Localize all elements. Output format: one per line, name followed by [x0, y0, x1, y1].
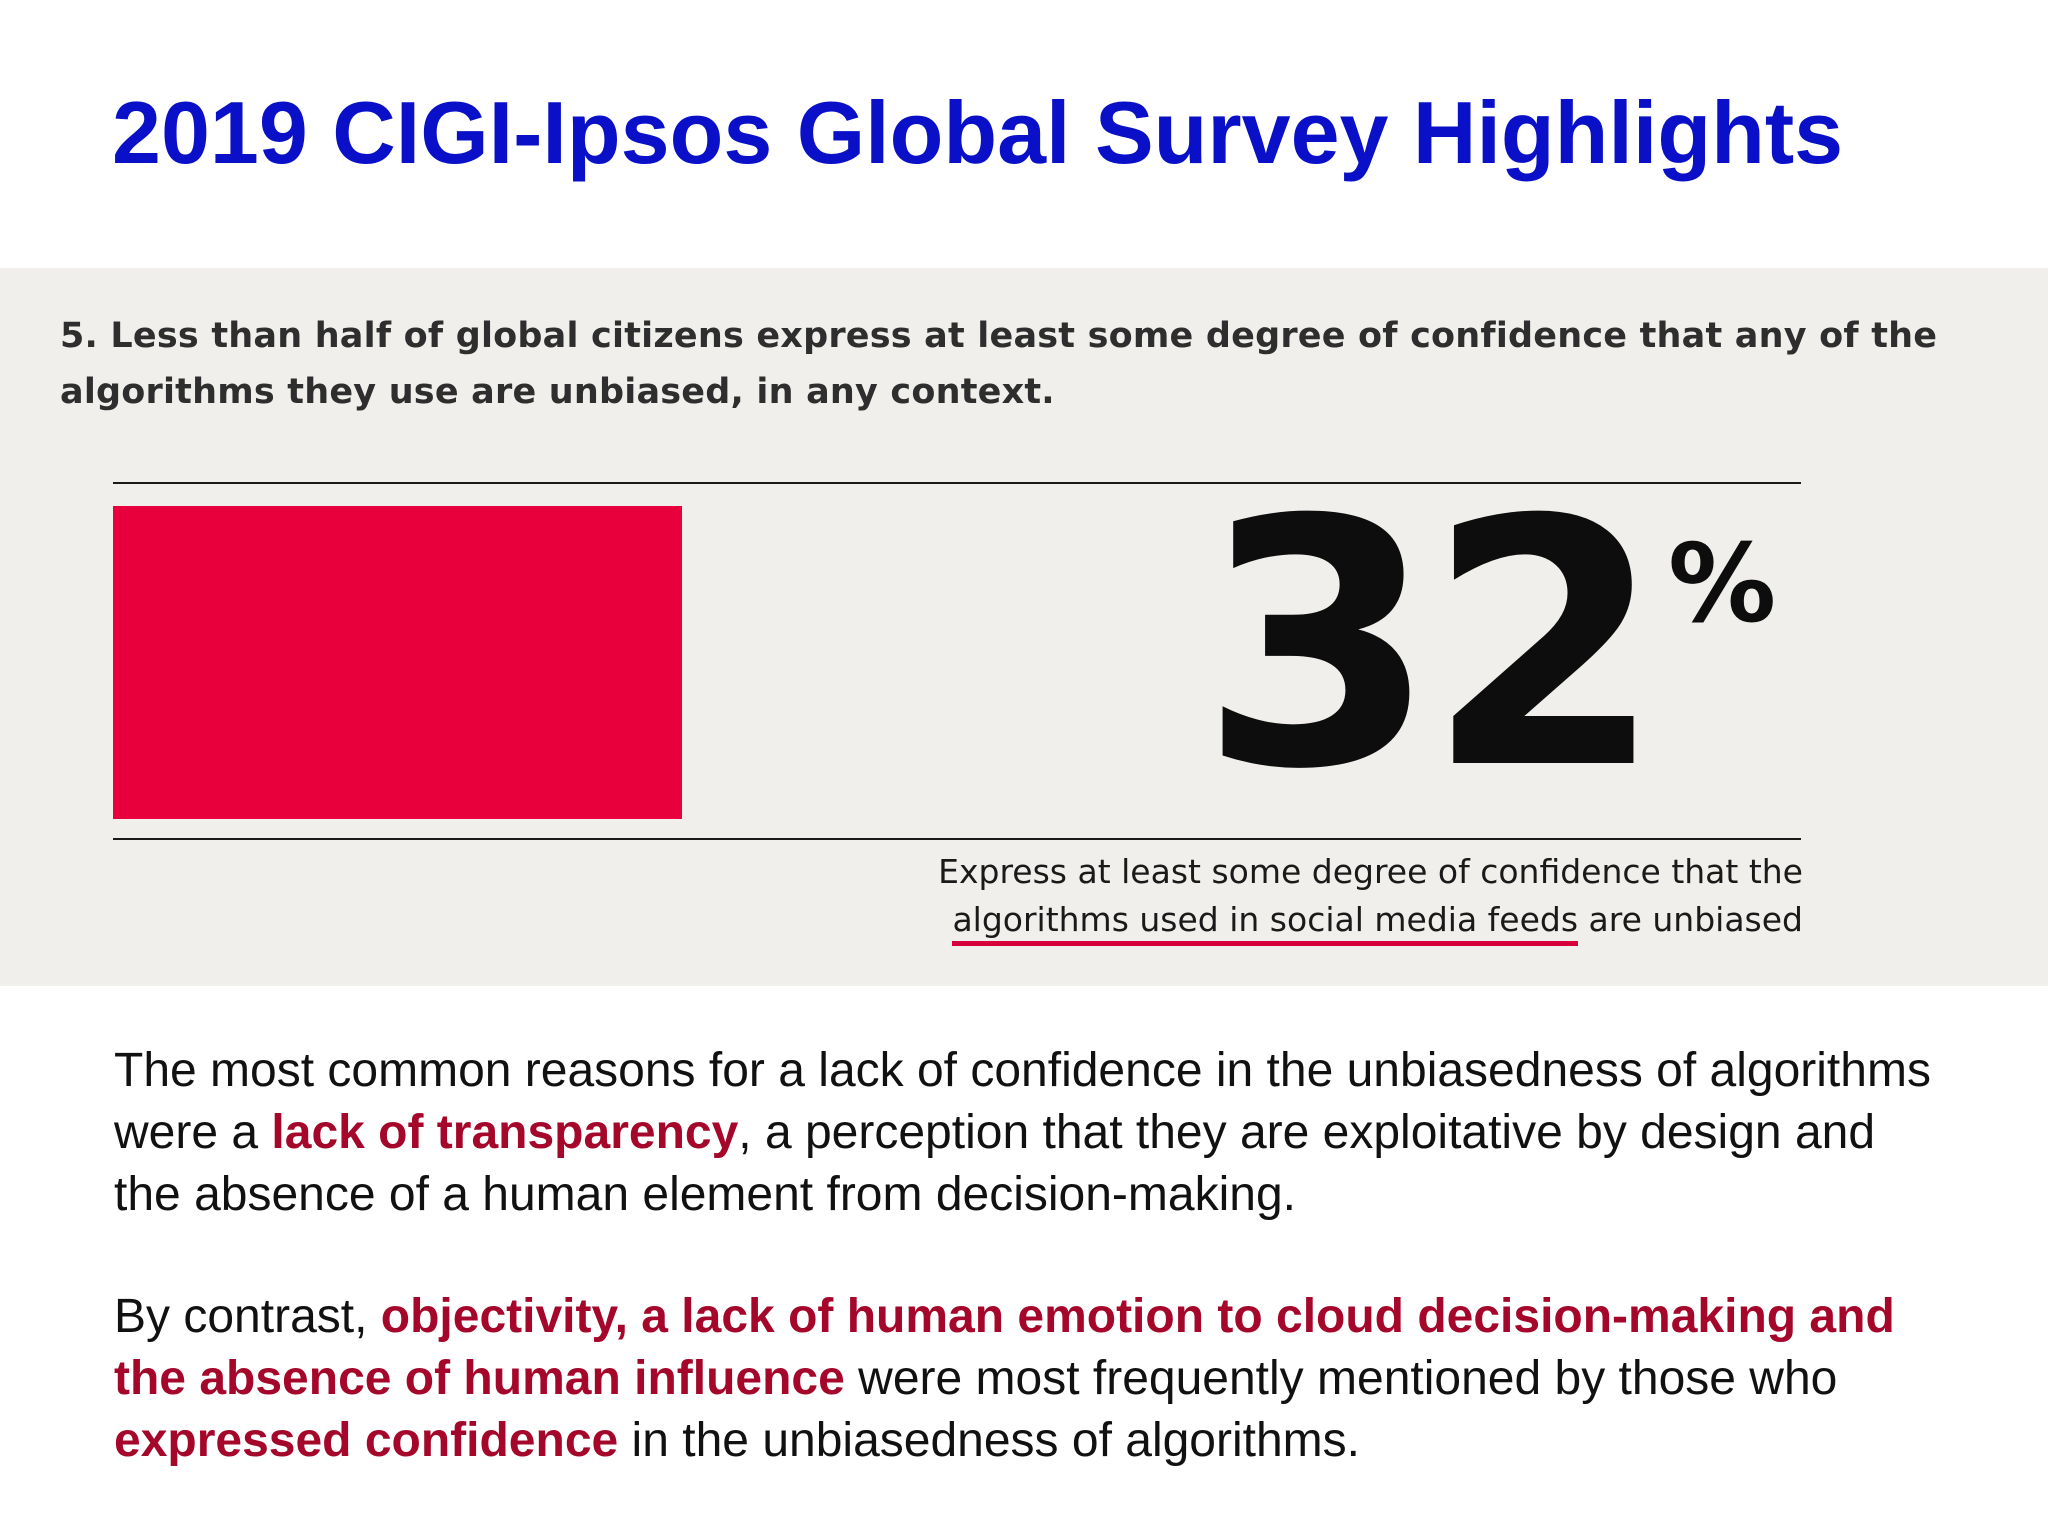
- p2-text-before: By contrast,: [114, 1290, 381, 1343]
- p2-emphasis-2: expressed confidence: [114, 1414, 619, 1467]
- stat-caption: Express at least some degree of confiden…: [938, 848, 1803, 946]
- p1-text-before: The most common reasons for a lack of co…: [114, 1044, 1931, 1159]
- stat-value: 32: [1199, 448, 1663, 844]
- finding-statement: 5. Less than half of global citizens exp…: [60, 316, 1938, 412]
- caption-highlight: algorithms used in social media feeds: [952, 900, 1579, 946]
- slide-title: 2019 CIGI-Ipsos Global Survey Highlights: [112, 83, 1844, 182]
- p2-emphasis-1: objectivity, a lack of human emotion to …: [114, 1290, 1895, 1405]
- stat-percent-sign: %: [1668, 522, 1777, 647]
- paragraph-reasons-confidence: By contrast, objectivity, a lack of huma…: [114, 1286, 1954, 1472]
- caption-line-1: Express at least some degree of confiden…: [938, 852, 1803, 891]
- p1-text-after: , a perception that they are exploitativ…: [114, 1106, 1876, 1221]
- top-divider: [113, 482, 1801, 484]
- p2-text-after: in the unbiasedness of algorithms.: [618, 1414, 1360, 1467]
- caption-line-2-rest: are unbiased: [1578, 900, 1803, 939]
- caption-line-2: algorithms used in social media feeds ar…: [938, 896, 1803, 946]
- p1-emphasis: lack of transparency: [271, 1106, 739, 1159]
- p2-text-middle: were most frequently mentioned by those …: [844, 1352, 1838, 1405]
- paragraph-reasons-lack-of-confidence: The most common reasons for a lack of co…: [114, 1040, 1954, 1226]
- stat-bar: [113, 506, 682, 819]
- bottom-divider: [113, 838, 1801, 840]
- infographic-panel: 5. Less than half of global citizens exp…: [0, 268, 2048, 986]
